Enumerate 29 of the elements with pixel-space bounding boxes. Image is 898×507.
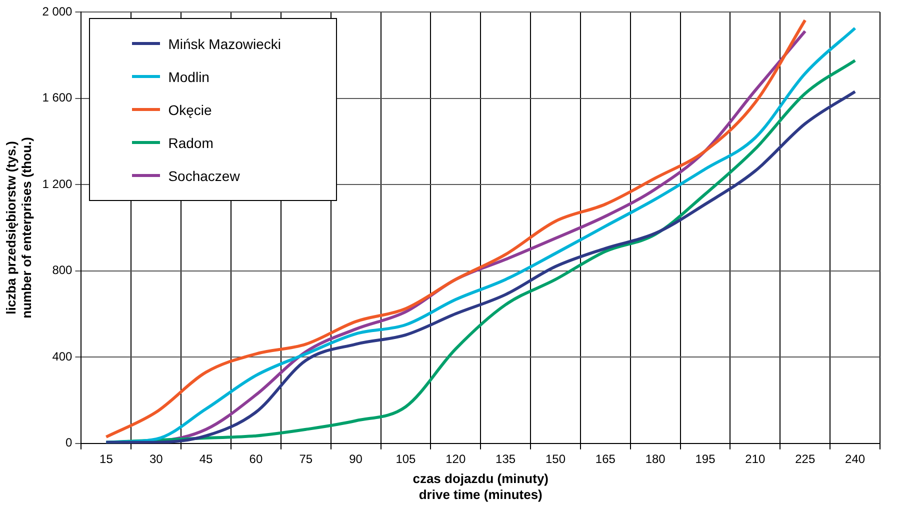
- x-tick-label: 120: [446, 452, 466, 466]
- y-tick-label: 0: [66, 436, 73, 450]
- y-axis-title: liczba przedsiębiorstw (tys.) number of enterprises (thou.): [3, 137, 34, 318]
- x-tick-label: 195: [695, 452, 716, 466]
- y-tick-label: 1 600: [42, 90, 73, 105]
- x-tick-label: 90: [349, 452, 363, 466]
- x-tick-label: 75: [299, 452, 313, 466]
- x-axis-title: czas dojazdu (minuty) drive time (minutes): [412, 471, 549, 502]
- y-tick-label: 800: [52, 263, 73, 278]
- legend-label: Radom: [168, 134, 214, 150]
- legend-label: Mińsk Mazowiecki: [168, 36, 282, 52]
- x-tick-label: 210: [745, 452, 766, 466]
- x-tick-label: 150: [545, 452, 566, 466]
- legend-label: Okęcie: [168, 102, 212, 118]
- y-tick-label: 400: [52, 349, 73, 364]
- x-tick-label: 45: [199, 452, 214, 466]
- x-tick-label: 180: [645, 452, 666, 466]
- x-tick-label: 165: [595, 452, 616, 466]
- legend-label: Sochaczew: [168, 168, 240, 184]
- x-tick-label: 105: [396, 452, 416, 466]
- y-tick-label: 1 200: [42, 176, 73, 191]
- x-tick-label: 135: [496, 452, 516, 466]
- x-tick-label: 240: [845, 452, 866, 466]
- y-tick-label: 2 000: [42, 4, 73, 18]
- x-tick-label: 225: [795, 452, 816, 466]
- x-tick-label: 30: [149, 452, 164, 466]
- x-tick-label: 15: [100, 452, 114, 466]
- x-tick-label: 60: [249, 452, 263, 466]
- legend-label: Modlin: [168, 68, 210, 84]
